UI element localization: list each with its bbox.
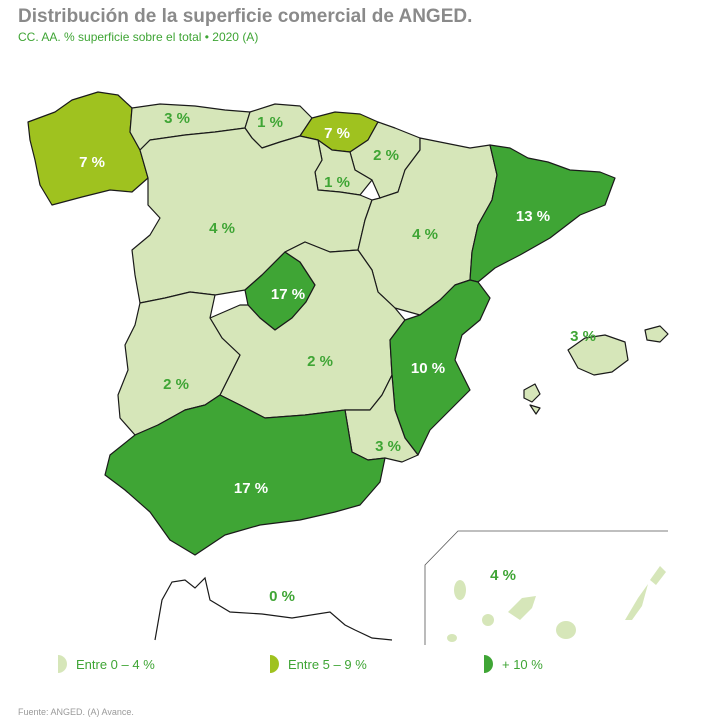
- label-andalucia: 17 %: [234, 480, 268, 497]
- legend-label-low: Entre 0 – 4 %: [76, 656, 155, 672]
- map-subtitle: CC. AA. % superficie sobre el total • 20…: [18, 30, 259, 44]
- label-cantabria: 1 %: [257, 114, 283, 131]
- half-circle-icon: [270, 655, 279, 673]
- region-baleares-menorca: [644, 325, 669, 343]
- spain-map: 7 % 3 % 1 % 7 % 2 % 1 % 4 % 4 % 13 % 17 …: [27, 91, 669, 645]
- canarias-island: [650, 566, 666, 585]
- label-navarra: 2 %: [373, 147, 399, 164]
- label-valencia: 10 %: [411, 360, 445, 377]
- label-madrid: 17 %: [271, 286, 305, 303]
- label-murcia: 3 %: [375, 438, 401, 455]
- label-castilla-leon: 4 %: [209, 220, 235, 237]
- canarias-island: [454, 580, 466, 600]
- region-baleares-formentera: [529, 404, 541, 415]
- label-galicia: 7 %: [79, 154, 105, 171]
- region-andalucia: [104, 394, 386, 556]
- canarias-island: [508, 596, 536, 620]
- legend-item-mid: Entre 5 – 9 %: [270, 655, 367, 673]
- canarias-island: [556, 621, 576, 639]
- canarias-island: [482, 614, 494, 626]
- canarias-inset-frame: [424, 530, 668, 645]
- label-extremadura: 2 %: [163, 376, 189, 393]
- canarias-island: [625, 584, 648, 620]
- legend: Entre 0 – 4 % Entre 5 – 9 % + 10 %: [0, 655, 715, 679]
- source-note: Fuente: ANGED. (A) Avance.: [18, 707, 134, 717]
- region-galicia: [27, 91, 149, 206]
- label-castilla-la-mancha: 2 %: [307, 353, 333, 370]
- north-africa-coast: [154, 576, 393, 641]
- label-canarias: 4 %: [490, 567, 516, 584]
- legend-item-high: + 10 %: [484, 655, 543, 673]
- label-pais-vasco: 7 %: [324, 125, 350, 142]
- label-baleares: 3 %: [570, 328, 596, 345]
- region-baleares-ibiza: [523, 383, 541, 403]
- map-title: Distribución de la superficie comercial …: [18, 6, 473, 27]
- label-aragon: 4 %: [412, 226, 438, 243]
- region-cataluna: [469, 144, 616, 283]
- label-asturias: 3 %: [164, 110, 190, 127]
- region-baleares-mallorca: [567, 334, 629, 376]
- label-la-rioja: 1 %: [324, 174, 350, 191]
- legend-label-mid: Entre 5 – 9 %: [288, 656, 367, 672]
- legend-label-high: + 10 %: [502, 656, 543, 672]
- region-valencia: [389, 279, 491, 456]
- legend-item-low: Entre 0 – 4 %: [58, 655, 155, 673]
- canarias-island: [447, 634, 457, 642]
- half-circle-icon: [484, 655, 493, 673]
- half-circle-icon: [58, 655, 67, 673]
- label-cataluna: 13 %: [516, 208, 550, 225]
- label-ceuta-melilla: 0 %: [269, 588, 295, 605]
